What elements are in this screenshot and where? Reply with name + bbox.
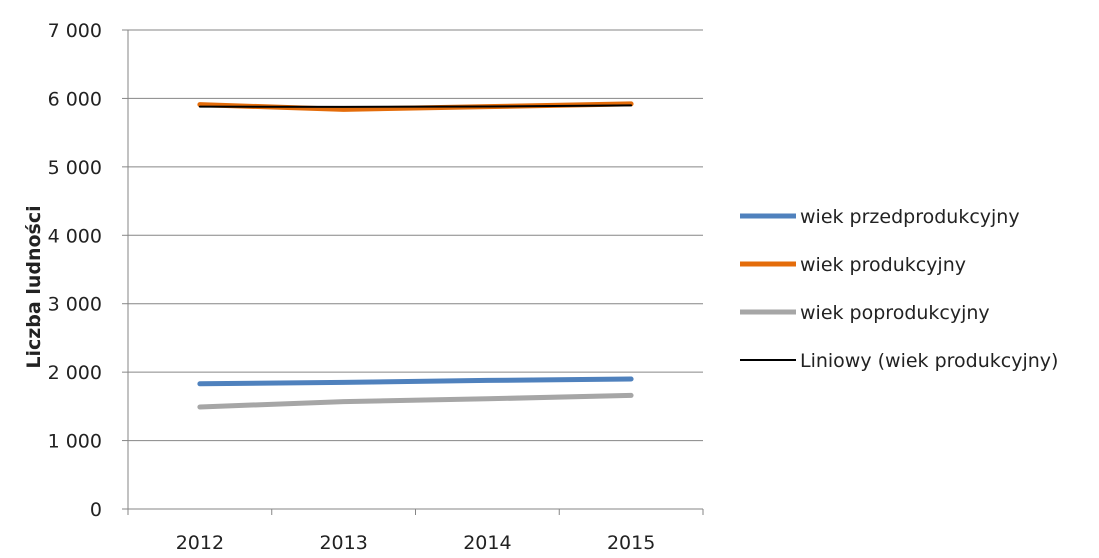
series-line-2	[197, 392, 634, 410]
legend: wiek przedprodukcyjny wiek produkcyjny wie…	[740, 206, 1058, 372]
y-tick-label: 1 000	[48, 431, 102, 453]
legend-label: wiek produkcyjny	[800, 254, 966, 276]
y-axis-title: Liczba ludności	[23, 205, 45, 368]
y-tick-label: 2 000	[48, 362, 102, 384]
y-tick-label: 6 000	[48, 88, 102, 110]
legend-label: wiek przedprodukcyjny	[800, 206, 1020, 228]
y-tick-label: 7 000	[48, 20, 102, 42]
series-line-0	[197, 376, 634, 387]
x-tick-label: 2015	[607, 532, 655, 553]
x-tick-label: 2012	[176, 532, 224, 553]
x-tick-label: 2014	[463, 532, 511, 553]
x-tick-label: 2013	[319, 532, 367, 553]
grid	[128, 29, 703, 442]
y-tick-label: 3 000	[48, 294, 102, 316]
y-tick-labels: 0 1 000 2 000 3 000 4 000 5 000 6 000 7 000	[48, 20, 102, 521]
y-tick-label: 4 000	[48, 225, 102, 247]
series-lines	[197, 101, 634, 410]
y-tick-label: 5 000	[48, 157, 102, 179]
x-tick-labels: 2012 2013 2014 2015	[176, 532, 656, 554]
legend-label: wiek poprodukcyjny	[800, 302, 990, 324]
series-line-3	[198, 104, 633, 108]
y-tick-label: 0	[90, 499, 102, 521]
axes	[122, 29, 704, 515]
legend-label: Liniowy (wiek produkcyjny)	[800, 350, 1058, 372]
